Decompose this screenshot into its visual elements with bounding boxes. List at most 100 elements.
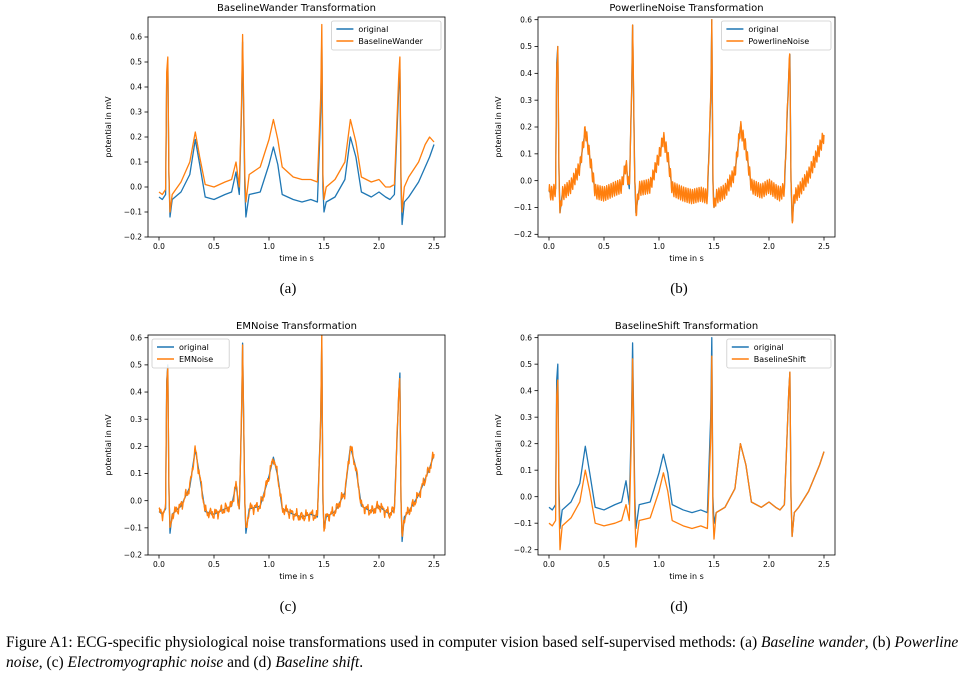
chart-powerline-noise: PowerlineNoise Transformation 0.0 0.5 1.0 1.… (494, 0, 836, 263)
x-tick-label: 1.5 (318, 560, 330, 569)
y-tick-label: 0.2 (520, 123, 532, 132)
x-tick-label: 0.0 (153, 242, 165, 251)
y-tick-label: 0.6 (520, 15, 532, 24)
y-tick-label: 0.5 (130, 361, 142, 370)
legend: original PowerlineNoise (720, 20, 832, 51)
y-tick-label: 0.6 (520, 333, 532, 342)
y-tick-label: 0.0 (130, 496, 142, 505)
y-axis-label: potential in mV (494, 414, 503, 476)
legend: original EMNoise (151, 338, 230, 369)
y-tick-label: 0.1 (130, 158, 142, 167)
y-tick-label: 0.5 (130, 58, 142, 67)
caption-prefix: Figure A1: ECG-specific physiological no… (6, 634, 762, 651)
legend-label: original (179, 343, 209, 352)
y-axis-label: potential in mV (104, 414, 113, 476)
chart-title: EMNoise Transformation (236, 321, 357, 332)
x-tick-label: 1.5 (708, 560, 720, 569)
chart-svg: EMNoise Transformation 0.0 0.5 1.0 1.5 2.0 2.5… (104, 321, 446, 581)
x-tick-label: 0.5 (208, 560, 220, 569)
y-tick-label: 0.4 (520, 69, 532, 78)
y-tick-label: 0.0 (130, 183, 142, 192)
sublabel-a: (a) (279, 281, 297, 297)
chart-baseline-shift: BaselineShift Transformation 0.0 0.5 1.0 1.5… (494, 318, 836, 581)
x-tick-label: 1.5 (318, 242, 330, 251)
y-tick-label: −0.1 (124, 524, 142, 533)
x-tick-label: 2.5 (818, 560, 830, 569)
x-axis-label: time in s (669, 254, 704, 263)
series-line-original (158, 36, 435, 226)
x-axis-label: time in s (279, 572, 314, 581)
series-line-emnoise (158, 335, 435, 537)
y-tick-label: 0.2 (130, 133, 142, 142)
sublabel-b: (b) (670, 281, 688, 297)
sublabel-c: (c) (279, 599, 297, 615)
x-tick-label: 2.0 (373, 560, 385, 569)
x-tick-label: 1.0 (653, 560, 665, 569)
y-tick-label: 0.1 (520, 150, 532, 159)
legend-label: original (748, 25, 778, 34)
caption-sep-b: , (b) (864, 634, 895, 651)
chart-svg: BaselineShift Transformation 0.0 0.5 1.0 1.5… (494, 321, 836, 581)
chart-em-noise: EMNoise Transformation 0.0 0.5 1.0 1.5 2.0 2.5… (104, 318, 446, 581)
y-tick-label: −0.2 (514, 545, 532, 554)
figure-caption: Figure A1: ECG-specific physiological no… (6, 633, 968, 673)
axes-frame (147, 16, 446, 238)
x-axis-label: time in s (669, 572, 704, 581)
legend-label: BaselineWander (358, 37, 423, 46)
y-tick-label: 0.1 (520, 466, 532, 475)
x-tick-label: 2.5 (428, 560, 440, 569)
y-tick-label: −0.1 (514, 519, 532, 528)
x-tick-label: 1.0 (263, 560, 275, 569)
y-tick-label: 0.6 (130, 33, 142, 42)
series-line-powerlinenoise (548, 19, 825, 224)
x-tick-label: 1.5 (708, 242, 720, 251)
legend-label: original (754, 343, 784, 352)
y-tick-label: −0.1 (124, 208, 142, 217)
y-tick-label: 0.3 (520, 96, 532, 105)
legend-label: BaselineShift (754, 355, 806, 364)
x-tick-label: 2.0 (763, 560, 775, 569)
x-tick-label: 0.5 (208, 242, 220, 251)
x-tick-label: 1.0 (263, 242, 275, 251)
x-tick-label: 2.0 (763, 242, 775, 251)
caption-sep-d: and (d) (223, 654, 276, 671)
chart-title: BaselineWander Transformation (217, 3, 376, 14)
axes-frame (537, 334, 836, 556)
y-tick-label: 0.4 (520, 386, 532, 395)
chart-title: PowerlineNoise Transformation (609, 3, 763, 14)
legend-label: EMNoise (179, 355, 213, 364)
chart-svg: BaselineWander Transformation 0.0 0.5 1.0 1.… (104, 3, 446, 263)
axes-frame (147, 334, 446, 556)
chart-title: BaselineShift Transformation (615, 321, 758, 332)
x-tick-label: 0.0 (543, 560, 555, 569)
x-tick-label: 0.0 (153, 560, 165, 569)
y-tick-label: 0.0 (520, 176, 532, 185)
legend: original BaselineShift (726, 338, 832, 369)
y-tick-label: −0.2 (124, 551, 142, 560)
x-tick-label: 2.5 (428, 242, 440, 251)
legend-label: original (358, 25, 388, 34)
y-tick-label: 0.5 (520, 360, 532, 369)
y-tick-label: 0.5 (520, 42, 532, 51)
caption-item-d: Baseline shift (275, 654, 360, 671)
x-tick-label: 0.5 (598, 560, 610, 569)
x-tick-label: 2.0 (373, 242, 385, 251)
y-tick-label: 0.4 (130, 83, 142, 92)
chart-svg: PowerlineNoise Transformation 0.0 0.5 1.0 1.… (494, 3, 836, 263)
sublabel-d: (d) (670, 599, 688, 615)
y-axis-label: potential in mV (494, 96, 503, 158)
x-tick-label: 1.0 (653, 242, 665, 251)
y-tick-label: 0.1 (130, 469, 142, 478)
y-tick-label: −0.1 (514, 203, 532, 212)
caption-sep-c: , (c) (38, 654, 68, 671)
x-axis-label: time in s (279, 254, 314, 263)
y-tick-label: 0.6 (130, 333, 142, 342)
y-tick-label: −0.2 (124, 233, 142, 242)
y-tick-label: 0.3 (520, 413, 532, 422)
x-tick-label: 0.0 (543, 242, 555, 251)
x-tick-label: 2.5 (818, 242, 830, 251)
y-axis-label: potential in mV (104, 96, 113, 158)
y-tick-label: 0.3 (130, 108, 142, 117)
caption-suffix: . (359, 654, 364, 671)
y-tick-label: 0.3 (130, 415, 142, 424)
